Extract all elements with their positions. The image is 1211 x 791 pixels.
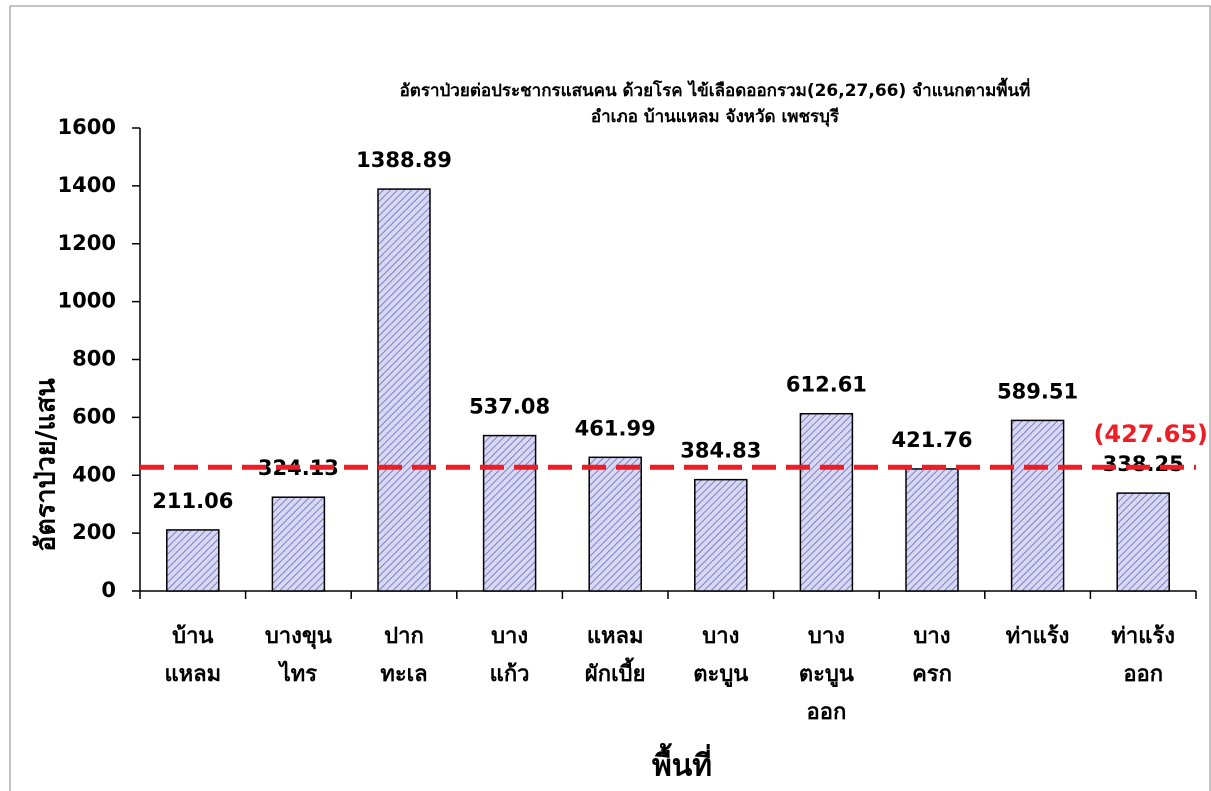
bar	[482, 434, 537, 592]
data-label: 461.99	[575, 416, 656, 440]
data-label: 537.08	[469, 395, 550, 419]
frame	[9, 5, 1211, 791]
bar	[588, 456, 642, 592]
data-label: 589.51	[997, 379, 1078, 403]
bar	[799, 412, 854, 592]
x-tick-label: บ้าน แหลม	[164, 624, 222, 687]
x-axis-label: พื้นที่	[652, 743, 712, 784]
y-tick-label: 1000	[58, 289, 116, 313]
x-tick-label: บางขุน ไทร	[264, 624, 332, 687]
data-label: 211.06	[152, 489, 233, 513]
data-label: 421.76	[891, 428, 972, 452]
y-axis-label: อัตราป่วย/แสน	[31, 378, 62, 552]
bar	[1010, 419, 1065, 592]
y-tick-label: 800	[72, 347, 116, 371]
x-tick-label: ท่าแร้ง	[1005, 624, 1070, 649]
y-tick-label: 1600	[58, 115, 116, 139]
y-tick-label: 200	[72, 520, 116, 544]
reference-label: (427.65)	[1093, 420, 1208, 448]
bar	[271, 496, 326, 592]
y-tick-label: 0	[101, 578, 116, 602]
x-tick-label: ปาก ทะเล	[380, 624, 428, 687]
bar	[1116, 492, 1170, 592]
data-label: 384.83	[680, 439, 761, 463]
chart-title: อัตราป่วยต่อประชากรแสนคน ด้วยโรค ไข้เลือ…	[399, 81, 1031, 127]
x-tick-label: บาง แก้ว	[489, 624, 530, 687]
bar	[166, 529, 220, 592]
y-tick-label: 400	[72, 462, 116, 486]
y-tick-label: 600	[72, 404, 116, 428]
bar	[694, 478, 748, 592]
y-tick-label: 1200	[58, 231, 116, 255]
y-tick-label: 1400	[58, 173, 116, 197]
bar	[905, 468, 959, 592]
data-label: 1388.89	[356, 148, 452, 172]
bar	[377, 188, 431, 592]
data-label: 338.25	[1103, 452, 1184, 476]
x-tick-label: บาง ครก	[912, 624, 952, 687]
x-tick-label: บาง ตะบูน	[693, 624, 749, 687]
x-tick-label: ท่าแร้ง ออก	[1111, 624, 1175, 687]
x-tick-label: แหลม ผักเบี้ย	[584, 624, 646, 687]
x-tick-label: บาง ตะบูน ออก	[798, 624, 854, 725]
data-label: 612.61	[786, 373, 867, 397]
